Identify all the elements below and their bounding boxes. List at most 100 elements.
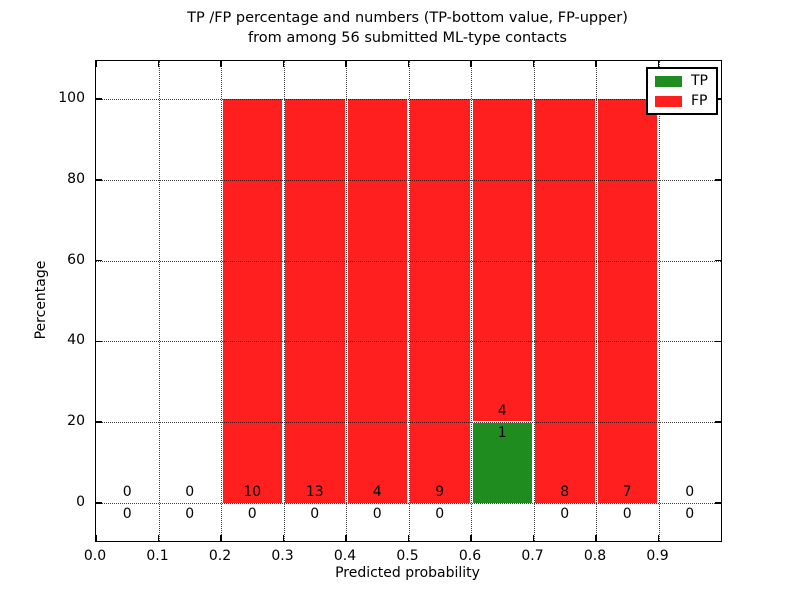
tp-count-label: 0 (185, 506, 195, 522)
y-axis-label: Percentage (33, 260, 49, 340)
fp-bar (597, 99, 657, 503)
x-tick-bottom (157, 535, 160, 541)
x-tick-bottom (407, 535, 410, 541)
fp-count-label: 10 (243, 484, 262, 500)
y-tick-left (96, 421, 102, 423)
x-gridline (596, 61, 597, 541)
x-tick-bottom (657, 535, 660, 541)
chart-title-line2: from among 56 submitted ML-type contacts (248, 30, 567, 46)
x-tick-bottom (95, 535, 97, 541)
y-tick-right (715, 98, 721, 100)
plot-area: TP FP 0 0 0 0 10 0 13 0 4 0 9 0 4 1 8 0 7 0 0 0 (95, 60, 722, 542)
x-tick-top (220, 61, 222, 67)
x-tick-top (345, 61, 347, 67)
tp-legend-label: TP (691, 73, 708, 89)
x-tick-top (595, 61, 597, 67)
y-gridline (96, 341, 721, 343)
x-gridline (533, 61, 535, 541)
legend-item-tp: TP (655, 74, 708, 88)
fp-bar (222, 99, 282, 503)
legend-item-fp: FP (655, 94, 708, 108)
y-tick-label: 0 (76, 494, 85, 510)
x-gridline (346, 61, 347, 541)
y-tick-left (96, 98, 102, 100)
x-gridline (471, 61, 472, 541)
y-gridline (96, 422, 721, 424)
x-tick-top (95, 61, 97, 67)
fp-count-label: 7 (622, 484, 632, 500)
fp-count-label: 9 (435, 484, 445, 500)
x-tick-label: 0.9 (646, 548, 669, 564)
y-tick-label: 60 (67, 251, 85, 268)
x-tick-top (657, 61, 660, 67)
x-gridline (221, 61, 222, 541)
fp-legend-label: FP (691, 93, 708, 109)
tp-count-label: 0 (310, 506, 320, 522)
fp-count-label: 0 (685, 484, 695, 500)
x-tick-label: 0.1 (146, 548, 169, 564)
y-tick-left (96, 502, 102, 504)
chart-title: TP /FP percentage and numbers (TP-bottom… (95, 8, 720, 48)
x-tick-top (532, 61, 535, 67)
y-tick-label: 20 (67, 413, 85, 430)
y-tick-label: 80 (67, 170, 85, 187)
fp-count-label: 8 (560, 484, 570, 500)
x-tick-top (282, 61, 285, 67)
x-tick-bottom (532, 535, 535, 541)
x-tick-bottom (220, 535, 222, 541)
fp-bar (535, 99, 595, 503)
y-tick-left (96, 179, 102, 181)
x-gridline (283, 61, 285, 541)
x-tick-bottom (470, 535, 472, 541)
x-tick-label: 0.0 (83, 548, 107, 564)
tp-count-label: 0 (560, 506, 570, 522)
chart-title-line1: TP /FP percentage and numbers (TP-bottom… (187, 10, 628, 26)
x-tick-label: 0.5 (396, 548, 419, 564)
x-tick-bottom (595, 535, 597, 541)
y-tick-right (715, 502, 721, 504)
tp-count-label: 0 (122, 506, 132, 522)
x-tick-label: 0.2 (208, 548, 232, 564)
x-tick-bottom (345, 535, 347, 541)
legend: TP FP (646, 67, 718, 115)
y-gridline (96, 260, 721, 262)
tp-count-label: 0 (685, 506, 695, 522)
tp-bar (472, 423, 532, 503)
y-tick-left (96, 259, 102, 262)
fp-count-label: 4 (372, 484, 382, 500)
x-tick-top (470, 61, 472, 67)
x-gridline (158, 61, 160, 541)
y-tick-label: 40 (67, 332, 85, 349)
y-tick-right (715, 421, 721, 423)
y-tick-label: 100 (58, 90, 85, 106)
fp-bar (347, 99, 407, 503)
x-tick-label: 0.7 (521, 548, 544, 564)
y-gridline (96, 179, 721, 181)
y-tick-right (715, 179, 721, 181)
tp-count-label: 0 (435, 506, 445, 522)
fp-count-label: 13 (305, 484, 324, 500)
x-tick-label: 0.3 (271, 548, 294, 564)
x-tick-bottom (282, 535, 285, 541)
fp-count-label: 0 (122, 484, 132, 500)
fp-count-label: 0 (185, 484, 195, 500)
fp-legend-swatch (655, 95, 682, 107)
tp-count-label: 0 (622, 506, 632, 522)
tp-count-label: 1 (497, 425, 507, 442)
y-tick-left (96, 340, 102, 343)
x-tick-top (157, 61, 160, 67)
x-tick-label: 0.6 (458, 548, 482, 564)
fp-bar (472, 99, 532, 422)
x-axis-label: Predicted probability (335, 565, 480, 581)
y-tick-right (715, 259, 721, 262)
x-tick-label: 0.8 (583, 548, 607, 564)
x-gridline (658, 61, 660, 541)
fp-bar (285, 99, 345, 503)
fp-count-label: 4 (497, 403, 507, 420)
fp-bar (410, 99, 470, 503)
y-gridline (96, 503, 721, 504)
y-tick-right (715, 340, 721, 343)
tp-legend-swatch (655, 75, 682, 87)
x-tick-top (407, 61, 410, 67)
